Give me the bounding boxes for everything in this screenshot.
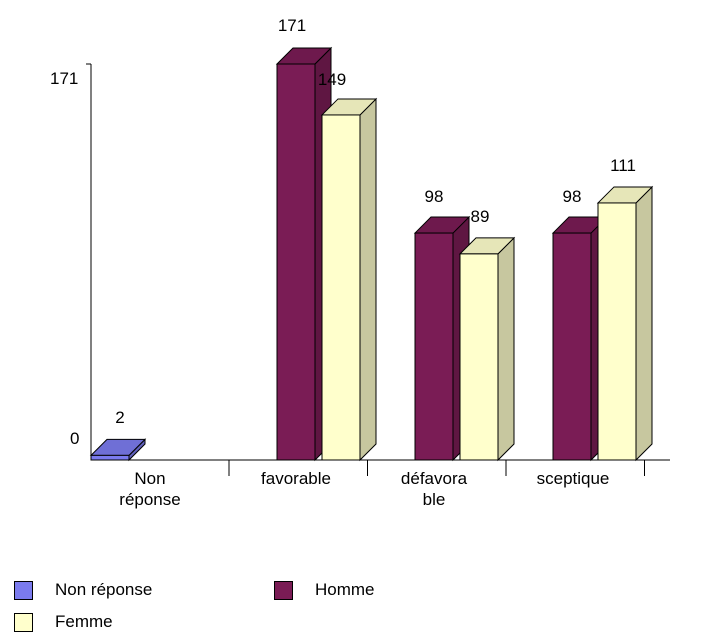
data-label: 149 [318, 70, 346, 89]
legend-swatch-femme [14, 612, 33, 632]
legend-label-non-reponse: Non réponse [55, 580, 153, 599]
data-label: 98 [563, 187, 582, 206]
legend-label-femme: Femme [55, 612, 113, 631]
data-label: 2 [115, 408, 124, 427]
legend-label-homme: Homme [315, 580, 375, 599]
x-tick-label: favorable [261, 469, 331, 488]
legend-item-non-reponse: Non réponse [14, 580, 152, 600]
legend-swatch-homme [274, 580, 293, 600]
bar [414, 232, 454, 461]
data-label: 171 [278, 16, 306, 35]
bar [597, 202, 637, 461]
bar [321, 114, 361, 461]
data-label: 98 [425, 187, 444, 206]
x-tick-label: Non réponse [119, 469, 180, 509]
bar-chart: 0 171 Non réponse favorable défavora ble scepti… [50, 16, 670, 509]
chart-labels: 0 171 Non réponse favorable défavora ble scepti… [50, 16, 636, 509]
x-tick-label: défavora ble [401, 469, 468, 509]
legend-item-femme: Femme [14, 612, 113, 632]
bar-side [497, 236, 515, 462]
bar-top [89, 438, 147, 456]
legend-item-homme: Homme [274, 580, 375, 600]
x-tick-label: sceptique [537, 469, 610, 488]
bar [276, 63, 316, 461]
bar [552, 232, 592, 461]
bar [459, 253, 499, 461]
data-label: 89 [471, 207, 490, 226]
y-tick-label: 0 [70, 429, 79, 448]
bar [90, 454, 130, 461]
bar-side [635, 185, 653, 462]
chart-bars [89, 46, 654, 462]
y-tick-label: 171 [50, 69, 78, 88]
legend-swatch-non-reponse [14, 580, 33, 600]
bar-side [359, 97, 377, 462]
data-label: 111 [610, 156, 636, 175]
